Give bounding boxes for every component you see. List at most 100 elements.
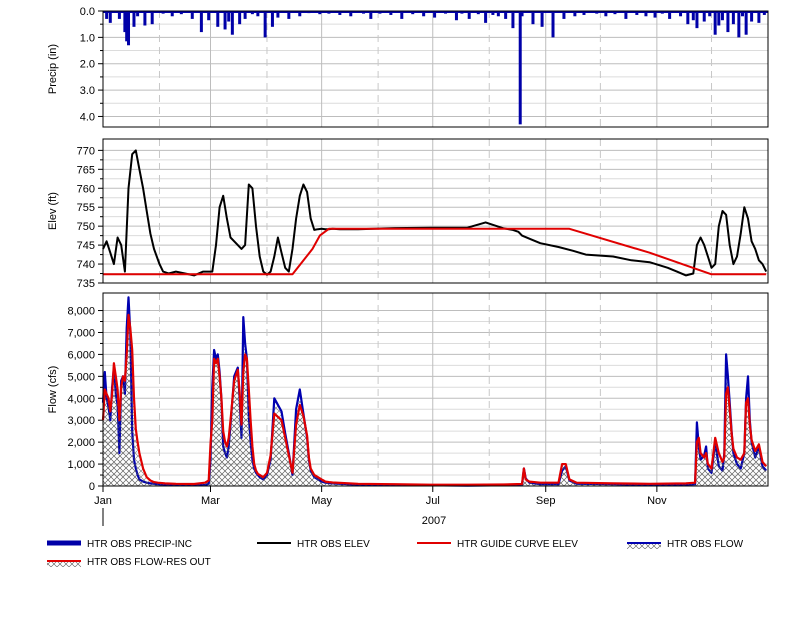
precip-bar bbox=[740, 11, 744, 17]
precip-bar bbox=[276, 11, 280, 18]
precip-bar bbox=[150, 11, 154, 25]
precip-bar bbox=[644, 11, 648, 17]
legend-item-precip: HTR OBS PRECIP-INC bbox=[47, 539, 192, 550]
precip-bar bbox=[551, 11, 555, 38]
precip-bar bbox=[695, 11, 699, 29]
legend-label: HTR OBS PRECIP-INC bbox=[87, 539, 192, 550]
precip-bar bbox=[713, 11, 717, 35]
series-htr-obs-elev bbox=[102, 149, 768, 277]
panel-1: 0.0 1.0 2.0 3.0 4.0 Precip (in) bbox=[47, 6, 769, 128]
plot-area bbox=[103, 139, 768, 283]
precip-bar bbox=[216, 11, 220, 27]
precip-bar bbox=[757, 11, 761, 23]
y-tick-label: 2.0 bbox=[80, 59, 95, 71]
legend-label: HTR GUIDE CURVE ELEV bbox=[457, 539, 578, 550]
y-axis-label: Elev (ft) bbox=[47, 192, 59, 230]
flow-hatch-area bbox=[103, 314, 767, 486]
y-tick-label: 3,000 bbox=[67, 415, 95, 427]
y-tick-label: 0.0 bbox=[80, 6, 95, 18]
x-tick-label: Jul bbox=[426, 495, 440, 507]
legend-item-guide: HTR GUIDE CURVE ELEV bbox=[417, 539, 578, 550]
precip-bar bbox=[653, 11, 657, 18]
y-tick-label: 770 bbox=[77, 145, 95, 157]
precip-bar bbox=[531, 11, 535, 25]
precip-bar bbox=[298, 11, 302, 17]
precip-bar bbox=[686, 11, 690, 25]
series-htr-obs-precip-inc bbox=[103, 11, 768, 125]
precip-bar bbox=[624, 11, 628, 19]
precip-bar bbox=[243, 11, 247, 19]
panel-3: 0 1,000 2,000 3,000 4,000 5,000 6,000 7,000 8,00… bbox=[47, 292, 769, 493]
precip-bar bbox=[511, 11, 515, 29]
y-tick-label: 7,000 bbox=[67, 327, 95, 339]
x-tick-label: Sep bbox=[536, 495, 556, 507]
y-tick-label: 1.0 bbox=[80, 32, 95, 44]
precip-bar bbox=[127, 11, 131, 46]
x-year-label: 2007 bbox=[422, 515, 446, 527]
precip-bar bbox=[540, 11, 544, 27]
precip-bar bbox=[349, 11, 353, 17]
precip-bar bbox=[369, 11, 373, 19]
precip-bar bbox=[143, 11, 147, 26]
precip-bar bbox=[105, 11, 109, 19]
y-tick-label: 735 bbox=[77, 278, 95, 290]
legend-hatch bbox=[627, 543, 661, 549]
y-tick-label: 4,000 bbox=[67, 393, 95, 405]
precip-bar bbox=[108, 11, 112, 23]
y-tick-label: 5,000 bbox=[67, 371, 95, 383]
legend-label: HTR OBS ELEV bbox=[297, 539, 370, 550]
panel-frame bbox=[102, 138, 769, 284]
precip-bar bbox=[238, 11, 242, 25]
precip-bar bbox=[731, 11, 735, 25]
precip-bar bbox=[520, 11, 524, 17]
y-tick-label: 6,000 bbox=[67, 349, 95, 361]
precip-bar bbox=[422, 11, 426, 17]
x-axis: Jan Mar May Jul Sep Nov 2007 bbox=[94, 486, 667, 527]
x-tick-label: Mar bbox=[201, 495, 220, 507]
y-tick-label: 760 bbox=[77, 183, 95, 195]
precip-bar bbox=[132, 11, 136, 27]
series-htr-obs-flow-res-out bbox=[101, 313, 768, 486]
precip-bar bbox=[136, 11, 140, 17]
legend-label: HTR OBS FLOW-RES OUT bbox=[87, 557, 211, 568]
y-tick-label: 750 bbox=[77, 221, 95, 233]
precip-bar bbox=[484, 11, 488, 23]
precip-bar bbox=[518, 11, 522, 125]
y-tick-label: 740 bbox=[77, 259, 95, 271]
precip-bar bbox=[467, 11, 471, 19]
precip-bar bbox=[170, 11, 174, 17]
y-tick-label: 3.0 bbox=[80, 85, 95, 97]
legend-item-resout: HTR OBS FLOW-RES OUT bbox=[47, 557, 211, 568]
precip-bar bbox=[400, 11, 404, 19]
y-axis-label: Flow (cfs) bbox=[47, 366, 59, 414]
legend-item-elev: HTR OBS ELEV bbox=[257, 539, 370, 550]
precip-bar bbox=[717, 11, 721, 26]
precip-bar bbox=[562, 11, 566, 19]
legend-label: HTR OBS FLOW bbox=[667, 539, 744, 550]
series-line bbox=[102, 149, 768, 277]
precip-bar bbox=[433, 11, 437, 18]
precip-bar bbox=[573, 11, 577, 17]
precip-bar bbox=[454, 11, 458, 21]
series-htr-guide-curve-elev bbox=[103, 227, 767, 276]
precip-bar bbox=[744, 11, 748, 35]
precip-bar bbox=[750, 11, 754, 22]
y-tick-label: 745 bbox=[77, 240, 95, 252]
panel-frame bbox=[102, 10, 769, 128]
precip-bar bbox=[230, 11, 234, 35]
precip-bar bbox=[708, 11, 712, 17]
precip-bar bbox=[117, 11, 121, 19]
series-line bbox=[101, 313, 768, 486]
precip-bar bbox=[207, 11, 211, 21]
y-tick-label: 1,000 bbox=[67, 459, 95, 471]
precip-bar bbox=[125, 11, 129, 42]
y-axis-label: Precip (in) bbox=[47, 44, 59, 94]
precip-bar bbox=[227, 11, 231, 22]
precip-bar bbox=[223, 11, 227, 30]
precip-bar bbox=[496, 11, 500, 17]
panel-2: 735 740 745 750 755 760 765 770 Elev (ft) bbox=[47, 138, 769, 290]
precip-bar bbox=[123, 11, 127, 33]
y-tick-label: 4.0 bbox=[80, 111, 95, 123]
